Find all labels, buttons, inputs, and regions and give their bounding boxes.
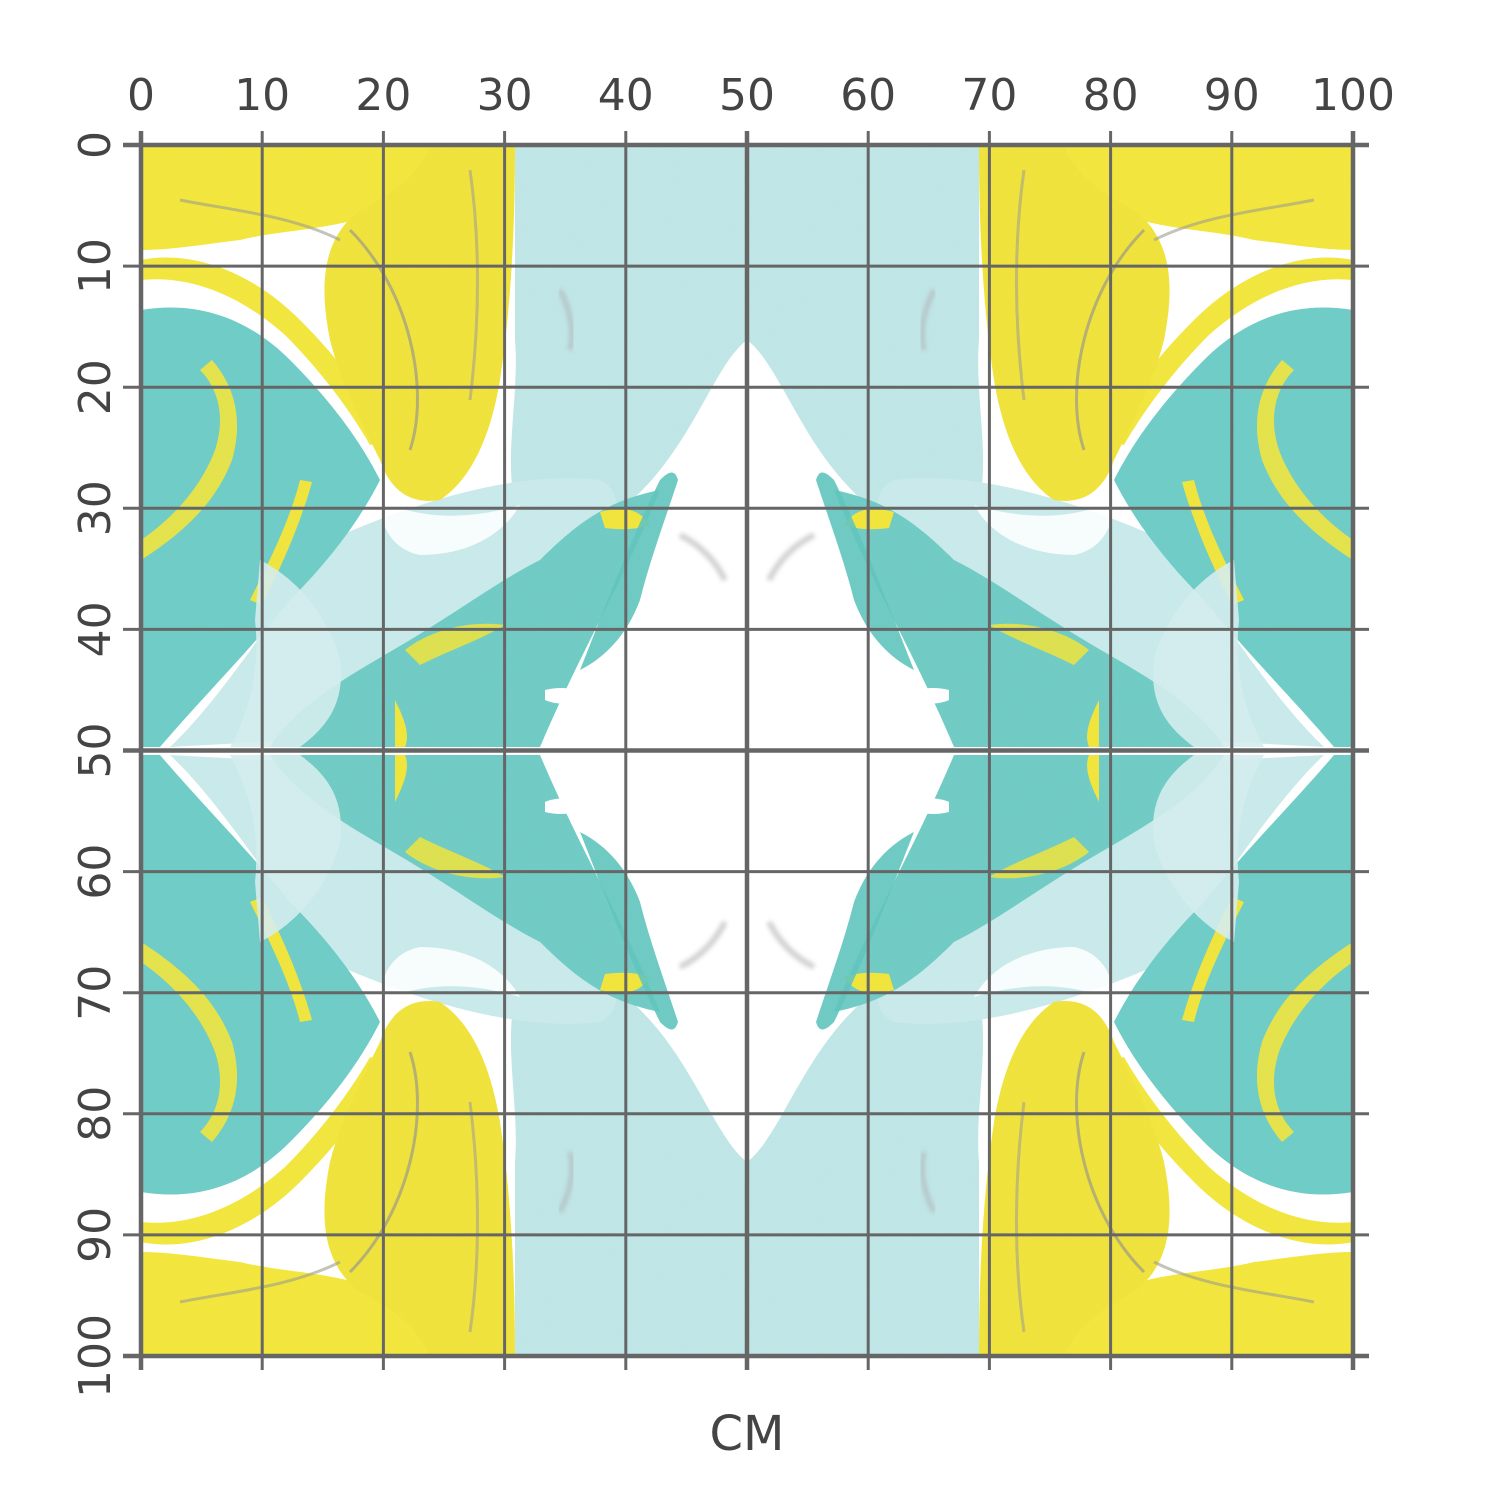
y-tick-label: 30 [70, 480, 121, 536]
y-tick-label: 80 [70, 1086, 121, 1142]
x-tick-label: 70 [961, 70, 1017, 121]
x-tick-label: 100 [1311, 70, 1395, 121]
x-ruler-labels: 0 10 20 30 40 50 60 70 80 90 100 [127, 70, 1395, 121]
x-tick-label: 90 [1204, 70, 1260, 121]
y-tick-label: 40 [70, 601, 121, 657]
x-tick-label: 40 [598, 70, 654, 121]
x-tick-label: 50 [719, 70, 775, 121]
y-tick-label: 100 [70, 1314, 121, 1398]
y-tick-label: 0 [70, 131, 121, 159]
y-tick-label: 90 [70, 1207, 121, 1263]
x-tick-label: 30 [477, 70, 533, 121]
x-tick-label: 20 [355, 70, 411, 121]
y-tick-label: 70 [70, 965, 121, 1021]
x-tick-label: 80 [1083, 70, 1139, 121]
x-tick-label: 60 [840, 70, 896, 121]
y-ruler-labels: 0 10 20 30 40 50 60 70 80 90 100 [70, 131, 121, 1398]
x-tick-label: 10 [234, 70, 290, 121]
y-tick-label: 20 [70, 359, 121, 415]
y-tick-label: 10 [70, 238, 121, 294]
unit-label: CM [710, 1406, 785, 1462]
y-tick-label: 60 [70, 844, 121, 900]
y-tick-label: 50 [70, 723, 121, 779]
ruler-grid [123, 131, 1369, 1370]
x-tick-label: 0 [127, 70, 155, 121]
